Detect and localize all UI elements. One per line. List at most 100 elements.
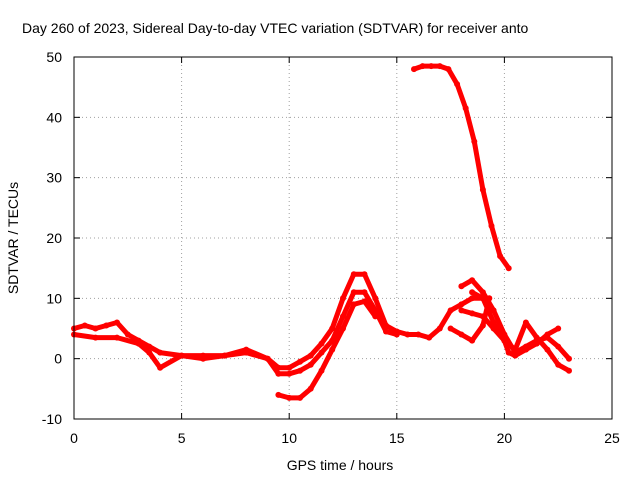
data-point (157, 349, 164, 356)
data-point (479, 186, 486, 193)
data-point (436, 63, 443, 70)
data-point (243, 349, 250, 356)
data-point (436, 325, 443, 332)
y-tick-label: 20 (46, 230, 62, 246)
data-point (490, 307, 497, 314)
chart-title: Day 260 of 2023, Sidereal Day-to-day VTE… (22, 20, 529, 36)
data-point (157, 364, 164, 371)
series-track-main (71, 271, 486, 371)
data-point (555, 343, 562, 350)
data-point (329, 325, 336, 332)
data-point (114, 334, 120, 341)
data-point (383, 328, 389, 335)
grid (74, 57, 612, 419)
data-point (393, 331, 400, 338)
data-point (445, 66, 452, 73)
data-point (178, 352, 185, 359)
y-tick-label: 40 (46, 109, 62, 125)
data-point (361, 298, 368, 305)
data-point (447, 307, 454, 314)
data-point (505, 349, 512, 356)
y-tick-label: -10 (42, 411, 62, 427)
data-point (264, 355, 271, 362)
data-point (286, 370, 293, 377)
x-tick-label: 25 (604, 430, 620, 446)
data-point (340, 313, 346, 320)
data-point (350, 271, 357, 278)
data-point (286, 394, 293, 401)
data-point (426, 334, 433, 341)
data-point (340, 325, 346, 332)
data-point (307, 361, 314, 368)
data-point (469, 310, 476, 317)
y-tick-label: 0 (54, 351, 62, 367)
data-point (350, 301, 357, 308)
data-point (361, 271, 368, 278)
data-series (71, 63, 572, 401)
series-line (71, 289, 400, 377)
data-point (512, 346, 519, 353)
data-point (458, 283, 465, 290)
data-point (447, 325, 454, 332)
data-point (92, 334, 99, 341)
data-point (350, 289, 357, 296)
data-point (533, 334, 540, 341)
data-point (469, 277, 476, 284)
data-point (471, 138, 478, 145)
y-tick-label: 50 (46, 49, 62, 65)
data-point (307, 352, 314, 359)
data-point (555, 361, 562, 368)
data-point (458, 331, 465, 338)
data-point (419, 63, 426, 70)
data-point (372, 313, 379, 320)
x-tick-label: 5 (178, 430, 186, 446)
data-point (497, 253, 504, 260)
y-axis-label: SDTVAR / TECUs (5, 182, 21, 294)
data-point (479, 322, 486, 329)
y-tick-label: 30 (46, 170, 62, 186)
data-point (329, 346, 336, 353)
data-point (81, 322, 88, 329)
data-point (297, 394, 303, 401)
data-point (372, 295, 379, 302)
data-point (522, 319, 529, 326)
series-track-high (411, 63, 512, 272)
data-point (462, 105, 469, 112)
data-point (318, 340, 325, 347)
series-track-lower-a (71, 289, 400, 377)
data-point (361, 289, 368, 296)
data-point (411, 66, 417, 73)
data-point (404, 331, 411, 338)
x-tick-label: 15 (389, 430, 405, 446)
data-point (92, 325, 99, 332)
data-point (501, 337, 508, 344)
data-point (297, 367, 303, 374)
data-point (146, 349, 153, 356)
ticks: 0 5 10 15 20 25 -10 0 10 20 30 40 50 (42, 49, 620, 446)
data-point (135, 340, 142, 347)
data-point (307, 385, 314, 392)
x-tick-label: 10 (281, 430, 297, 446)
series-track-late-d (447, 295, 493, 344)
x-axis-label: GPS time / hours (287, 457, 394, 473)
series-line (411, 63, 512, 271)
data-point (566, 367, 572, 374)
data-point (428, 63, 435, 70)
series-line (275, 298, 378, 401)
data-point (458, 307, 465, 314)
data-point (221, 352, 228, 359)
data-point (275, 391, 282, 398)
data-point (454, 81, 461, 88)
data-point (566, 355, 572, 362)
data-point (479, 289, 486, 296)
data-point (103, 322, 110, 329)
data-point (486, 295, 493, 302)
y-tick-label: 10 (46, 290, 62, 306)
data-point (458, 301, 465, 308)
data-point (505, 265, 512, 272)
data-point (318, 367, 325, 374)
data-point (544, 346, 551, 353)
data-point (297, 358, 303, 365)
x-tick-label: 0 (70, 430, 78, 446)
